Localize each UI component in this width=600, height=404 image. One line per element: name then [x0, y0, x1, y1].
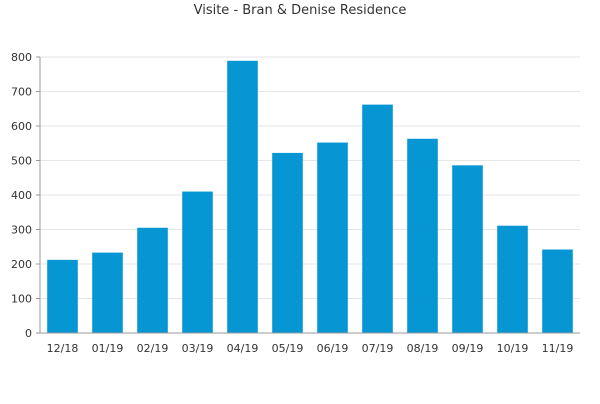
x-tick-label: 11/19 — [542, 342, 574, 355]
bar-04/19[interactable] — [227, 60, 258, 334]
bar-10/19[interactable] — [497, 225, 528, 333]
x-tick-label: 09/19 — [452, 342, 484, 355]
bar-08/19[interactable] — [407, 138, 438, 333]
y-tick-label: 300 — [11, 224, 32, 237]
bar-01/19[interactable] — [92, 252, 123, 333]
y-tick-label: 600 — [11, 120, 32, 133]
x-tick-label: 12/18 — [47, 342, 79, 355]
x-tick-label: 05/19 — [272, 342, 304, 355]
x-tick-label: 03/19 — [182, 342, 214, 355]
y-tick-label: 800 — [11, 51, 32, 64]
x-tick-label: 04/19 — [227, 342, 259, 355]
x-tick-label: 08/19 — [407, 342, 439, 355]
bar-11/19[interactable] — [542, 249, 573, 333]
tick-labels: 0 100 200 300 400 500 600 700 800 12/18 01/19 02/19… — [11, 51, 573, 355]
y-tick-label: 200 — [11, 258, 32, 271]
bar-07/19[interactable] — [362, 104, 393, 333]
x-tick-label: 06/19 — [317, 342, 349, 355]
x-tick-label: 02/19 — [137, 342, 169, 355]
y-tick-label: 700 — [11, 86, 32, 99]
y-tick-label: 100 — [11, 293, 32, 306]
x-tick-label: 07/19 — [362, 342, 394, 355]
gridlines — [40, 56, 580, 299]
bar-03/19[interactable] — [182, 191, 213, 333]
bar-09/19[interactable] — [452, 165, 483, 333]
bar-06/19[interactable] — [317, 142, 348, 333]
bars — [47, 60, 573, 334]
y-tick-label: 500 — [11, 155, 32, 168]
y-tick-label: 0 — [25, 327, 32, 340]
bar-12/18[interactable] — [47, 259, 78, 333]
bar-05/19[interactable] — [272, 152, 303, 333]
bar-02/19[interactable] — [137, 227, 168, 333]
axes — [36, 56, 580, 334]
chart-title: Visite - Bran & Denise Residence — [193, 3, 407, 18]
x-tick-label: 01/19 — [92, 342, 124, 355]
x-tick-label: 10/19 — [497, 342, 529, 355]
y-tick-label: 400 — [11, 189, 32, 202]
